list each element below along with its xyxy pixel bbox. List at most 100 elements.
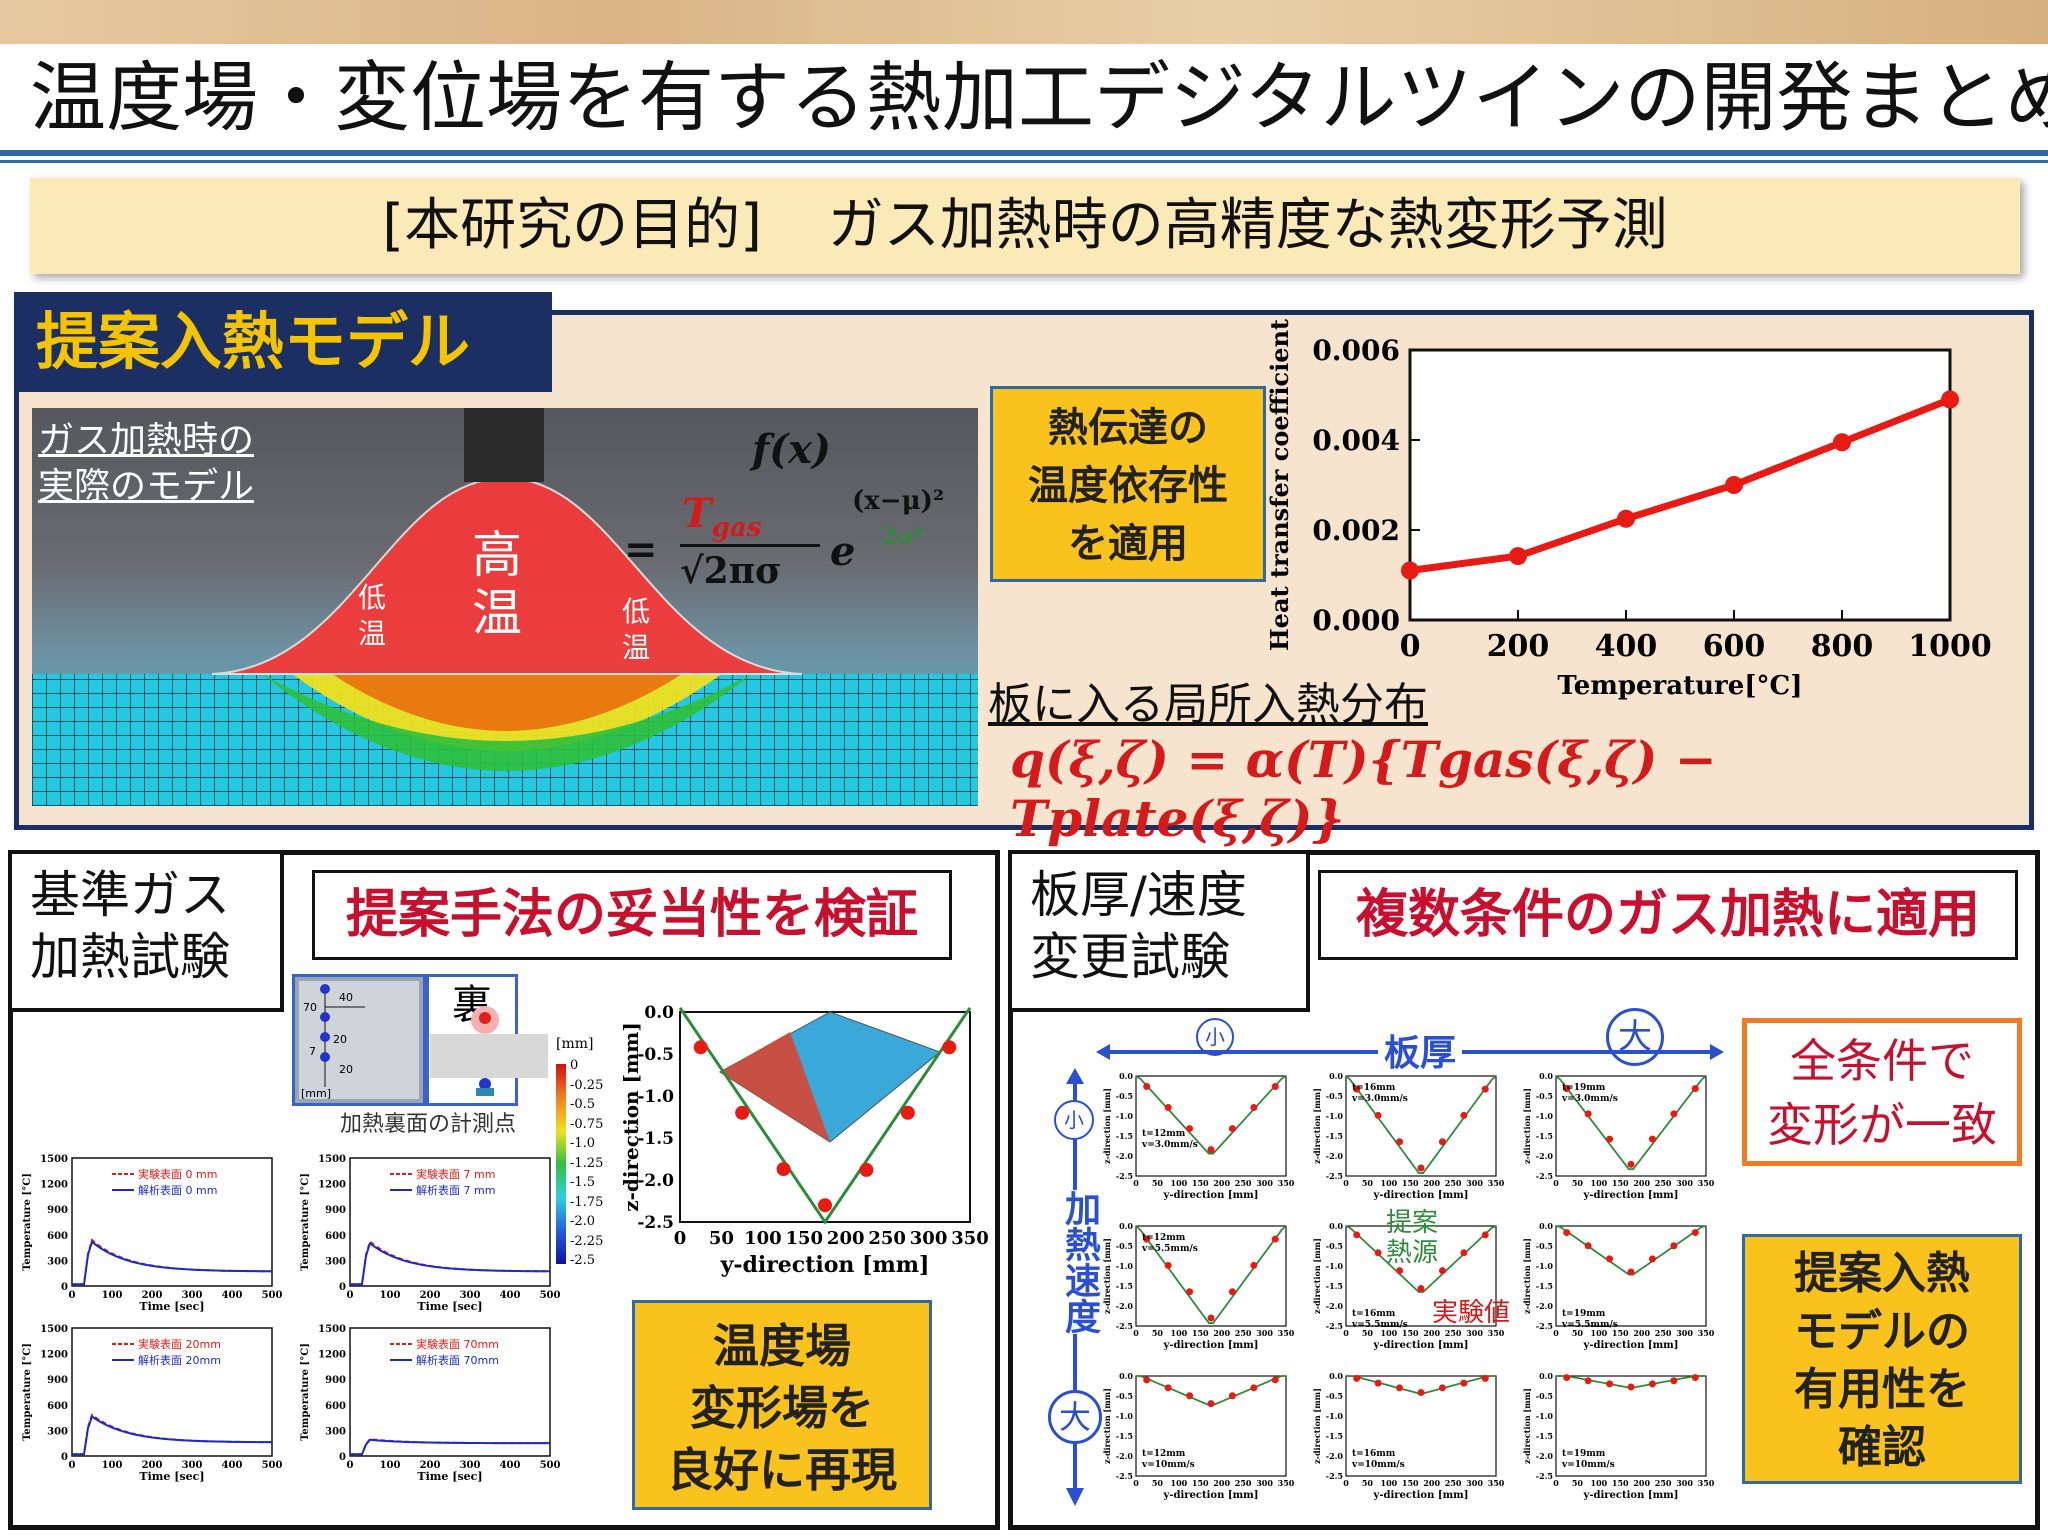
mini-x-tick-label: 250 bbox=[1235, 1478, 1252, 1488]
temp-x-tick-label: 0 bbox=[69, 1460, 76, 1471]
temp-x-tick-label: 400 bbox=[222, 1290, 243, 1301]
proposed-label: 提案 熱源 bbox=[1386, 1208, 1438, 1268]
inset-label-7: 7 bbox=[309, 1045, 316, 1058]
mini-y-axis-label: z-direction [mm] bbox=[1312, 1388, 1322, 1464]
agree-line-2: 変形が一致 bbox=[1767, 1098, 1997, 1152]
mini-experiment-point bbox=[1627, 1160, 1635, 1168]
mini-y-tick-label: -1.5 bbox=[1536, 1431, 1553, 1441]
mini-y-tick-label: -2.5 bbox=[1116, 1171, 1133, 1181]
title-divider-thin bbox=[0, 160, 2048, 163]
formula-equals: = bbox=[624, 526, 658, 573]
purpose-bracket: [本研究の目的] bbox=[382, 193, 762, 258]
colorbar-unit: [mm] bbox=[556, 1036, 594, 1052]
htc-data-point bbox=[1509, 547, 1527, 566]
proposed-label-2: 熱源 bbox=[1386, 1238, 1439, 1268]
heat-distribution-svg bbox=[211, 476, 803, 771]
mini-y-tick-label: -2.5 bbox=[1326, 1471, 1343, 1481]
mini-experiment-point bbox=[1250, 1104, 1258, 1112]
mini-x-tick-label: 150 bbox=[1402, 1178, 1419, 1188]
deform-y-tick-label: -1.5 bbox=[637, 1129, 674, 1149]
mini-experiment-point bbox=[1271, 1235, 1279, 1243]
temp-y-tick-label: 600 bbox=[325, 1231, 346, 1242]
temp-analysis-line bbox=[350, 1438, 551, 1456]
heat-contour-orange bbox=[332, 674, 682, 731]
condition-chart-3: 0 50 100 150 200 250 300 350 0.0 -0.5 -1.0 -1.5 -2.0… bbox=[1522, 1071, 1715, 1201]
mini-x-tick-label: 300 bbox=[1466, 1478, 1483, 1488]
useful-line-1: 提案入熱 bbox=[1794, 1248, 1970, 1299]
mini-x-tick-label: 350 bbox=[1698, 1478, 1715, 1488]
mini-y-tick-label: -1.0 bbox=[1116, 1261, 1134, 1271]
temp-legend-experiment: 実験表面 70mm bbox=[416, 1337, 499, 1351]
temp-x-tick-label: 500 bbox=[540, 1460, 561, 1471]
deform-x-axis-label: y-direction [mm] bbox=[720, 1252, 930, 1278]
mini-x-tick-label: 150 bbox=[1612, 1328, 1629, 1338]
mini-y-axis-label: z-direction [mm] bbox=[1522, 1388, 1532, 1464]
condition-chart-8: 0 50 100 150 200 250 300 350 0.0 -0.5 -1.0 -1.5 -2.0… bbox=[1312, 1371, 1505, 1501]
htc-y-tick-label: 0.002 bbox=[1312, 514, 1400, 547]
mini-y-axis-label: z-direction [mm] bbox=[1102, 1388, 1112, 1464]
temp-x-axis-label: Time [sec] bbox=[139, 1470, 204, 1483]
temp-legend-experiment: 実験表面 0 mm bbox=[138, 1167, 217, 1181]
formula-exponent: (x−μ)² bbox=[852, 486, 945, 516]
mini-x-tick-label: 200 bbox=[1633, 1328, 1650, 1338]
speed-label: 加熱速度 bbox=[1040, 1190, 1100, 1334]
formula-lhs: f(x) bbox=[752, 426, 831, 473]
mini-plot-area bbox=[1345, 1075, 1497, 1177]
temp-y-axis-label: Temperature [°C] bbox=[300, 1173, 311, 1271]
temp-x-tick-label: 400 bbox=[500, 1290, 521, 1301]
temp-plot-area bbox=[349, 1327, 551, 1457]
mini-thickness-label: t=12mm bbox=[1142, 1449, 1186, 1459]
deform-experiment-point bbox=[818, 1198, 832, 1213]
deformation-chart: 0 50 100 150 200 250 300 350 0.0 -0.5 -1.0 -1.5 -2.0… bbox=[619, 1003, 989, 1278]
agreement-box: 全条件で 変形が一致 bbox=[1742, 1018, 2022, 1166]
agree-line-1: 全条件で bbox=[1790, 1034, 1974, 1088]
condition-chart-6: 0 50 100 150 200 250 300 350 0.0 -0.5 -1.0 -1.5 -2.0… bbox=[1522, 1221, 1715, 1351]
measurement-inset: 70 40 20 7 20 [mm] bbox=[292, 974, 426, 1106]
sim-caption-1: ガス加熱時の bbox=[38, 420, 255, 461]
mini-experiment-point bbox=[1606, 1255, 1614, 1263]
mini-experiment-point bbox=[1143, 1235, 1151, 1243]
mini-plot-area bbox=[1345, 1225, 1497, 1327]
mini-y-tick-label: -1.5 bbox=[1116, 1131, 1133, 1141]
mini-x-axis-label: y-direction [mm] bbox=[1373, 1490, 1469, 1501]
mini-x-tick-label: 350 bbox=[1488, 1178, 1505, 1188]
mini-speed-label: v=10mm/s bbox=[1351, 1460, 1405, 1470]
result-box-line-3: 良好に再現 bbox=[667, 1443, 897, 1497]
formula-denominator: √2πσ bbox=[680, 550, 782, 592]
speed-large-icon: 大 bbox=[1048, 1390, 1102, 1444]
mini-x-tick-label: 200 bbox=[1213, 1478, 1230, 1488]
mini-x-tick-label: 0 bbox=[1133, 1178, 1139, 1188]
mini-x-tick-label: 250 bbox=[1445, 1328, 1462, 1338]
mini-x-tick-label: 350 bbox=[1278, 1178, 1295, 1188]
mini-x-tick-label: 0 bbox=[1343, 1478, 1349, 1488]
deform-model-line bbox=[678, 1006, 972, 1225]
htc-series-line bbox=[1409, 396, 1952, 574]
temp-y-tick-label: 1200 bbox=[40, 1180, 68, 1191]
mini-y-tick-label: -2.0 bbox=[1326, 1301, 1344, 1311]
htc-y-axis-label: Heat transfer coefficient bbox=[1265, 319, 1294, 651]
temp-y-tick-label: 300 bbox=[47, 1426, 68, 1437]
mini-x-tick-label: 100 bbox=[1591, 1478, 1608, 1488]
model-panel-label: 提案入熱モデル bbox=[14, 292, 552, 392]
proposed-label-1: 提案 bbox=[1386, 1208, 1439, 1238]
mini-y-axis-label: z-direction [mm] bbox=[1522, 1238, 1532, 1314]
measure-caption: 加熱裏面の計測点 bbox=[340, 1112, 517, 1137]
deform-x-tick-label: 50 bbox=[709, 1228, 734, 1249]
deform-experiment-point bbox=[859, 1162, 874, 1177]
mini-speed-label: v=5.5mm/s bbox=[1561, 1320, 1618, 1330]
htc-x-tick-label: 400 bbox=[1595, 629, 1658, 664]
mini-x-tick-label: 50 bbox=[1362, 1328, 1374, 1338]
mini-x-tick-label: 300 bbox=[1676, 1328, 1693, 1338]
temp-x-tick-label: 0 bbox=[347, 1460, 354, 1471]
useful-line-3: 有用性を bbox=[1794, 1364, 1970, 1415]
mini-experiment-point bbox=[1374, 1249, 1382, 1257]
usefulness-box: 提案入熱 モデルの 有用性を 確認 bbox=[1742, 1234, 2022, 1484]
mini-x-tick-label: 50 bbox=[1572, 1328, 1584, 1338]
mini-x-axis-label: y-direction [mm] bbox=[1583, 1190, 1679, 1201]
mini-y-tick-label: -2.0 bbox=[1326, 1151, 1344, 1161]
mini-experiment-point bbox=[1186, 1288, 1194, 1296]
deform-y-tick-label: -1.0 bbox=[637, 1087, 674, 1107]
temp-x-tick-label: 200 bbox=[420, 1290, 441, 1301]
mini-experiment-point bbox=[1648, 1380, 1656, 1388]
temp-y-tick-label: 1200 bbox=[40, 1350, 68, 1361]
